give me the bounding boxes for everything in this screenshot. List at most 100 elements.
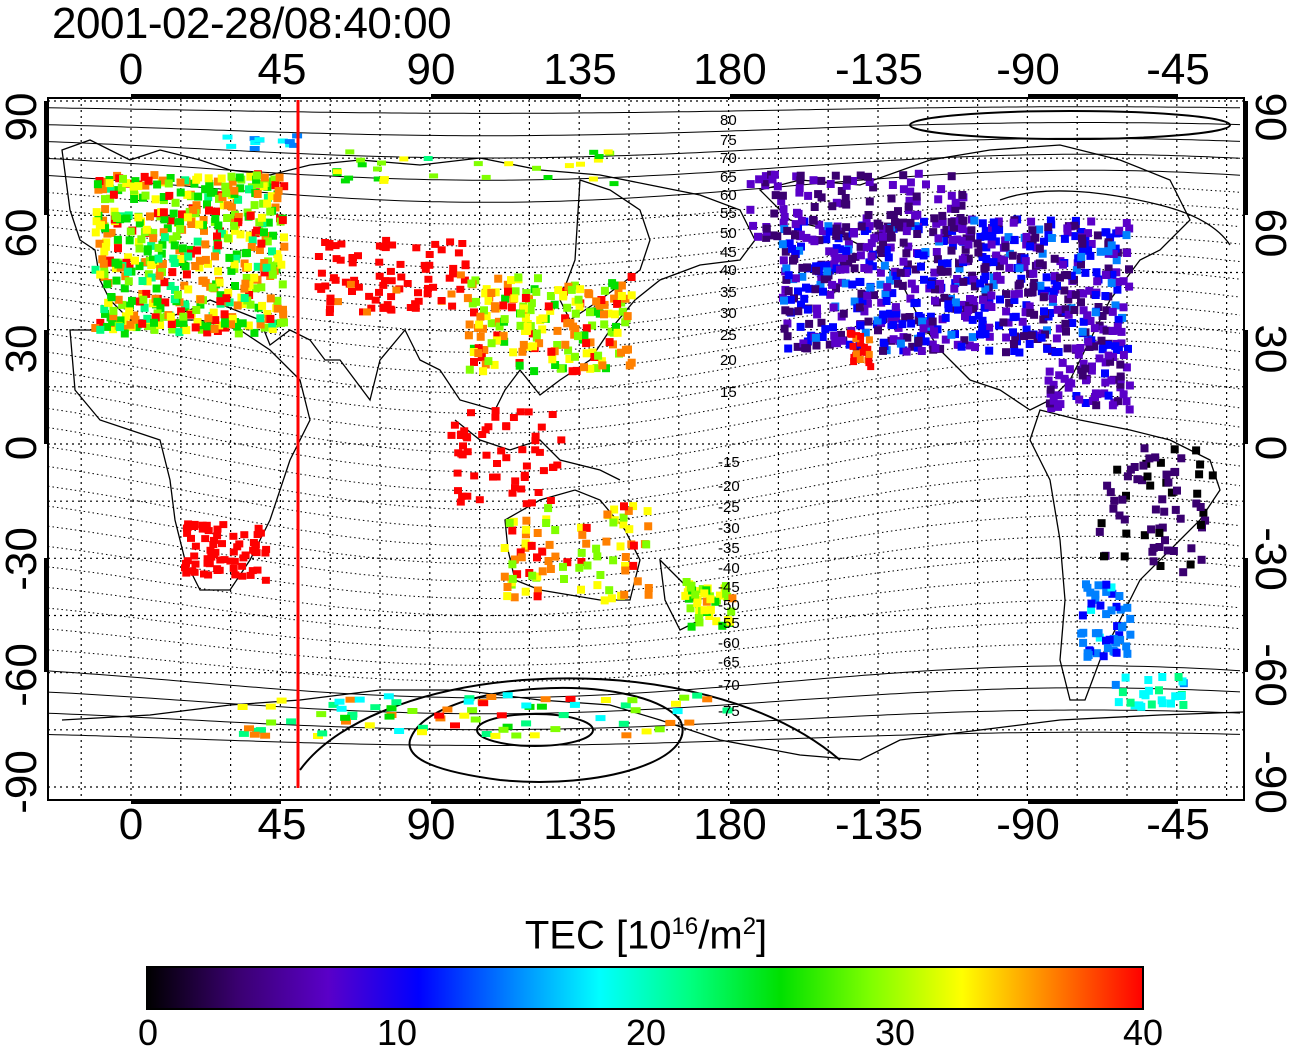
tec-cell [565,695,576,702]
tec-cell [1170,445,1179,454]
tec-cell [577,558,586,566]
tec-cell [746,205,755,214]
tec-cell [964,254,973,263]
tec-cell [220,310,229,319]
tec-cell [1104,391,1113,400]
tec-cell [241,279,250,288]
tec-cell [762,233,771,242]
tec-cell [1087,599,1096,608]
tec-cell [159,208,168,217]
tec-cell [507,276,515,285]
tec-cell [210,325,219,333]
tec-cell [1084,246,1093,255]
tec-cell [538,567,547,576]
tec-cell [1107,376,1116,385]
tec-cell [189,206,198,215]
tec-cell [99,216,108,225]
tec-cell [1090,342,1099,351]
tec-cell [588,348,597,357]
tec-cell [567,285,576,294]
tec-cell [128,296,136,305]
tec-cell [695,618,704,627]
tec-cell [920,217,928,226]
tec-cell [108,317,117,326]
tec-cell [551,552,560,561]
tec-cell [527,299,536,308]
tec-cell [159,228,168,237]
tec-cell [1170,468,1179,477]
tec-cell [246,571,255,579]
tec-cell [521,720,532,727]
tec-cell [679,694,690,701]
tec-cell [124,277,133,286]
tec-cell [229,564,238,572]
tec-cell [245,291,254,299]
tec-cell [519,340,528,349]
tec-cell [211,252,219,261]
tec-cell [493,331,502,340]
tec-cell [946,204,955,213]
tec-cell [498,726,509,733]
tec-cell [214,267,223,276]
tec-cell [641,728,652,735]
tec-cell [463,448,472,456]
tec-cell [245,281,254,290]
tec-cell [463,294,472,303]
tec-cell [473,161,483,167]
tec-cell [1029,269,1038,278]
tec-cell [1071,344,1080,353]
tec-cell [117,183,126,192]
tec-cell [481,731,492,737]
tec-cell [860,227,869,235]
tec-cell [1087,240,1096,248]
tec-cell [889,321,898,330]
tec-cell [860,264,869,272]
tec-cell [1109,353,1118,361]
tec-cell [456,432,465,439]
tec-cell [825,227,834,236]
tec-cell [1031,233,1040,242]
tec-cell [902,347,911,356]
tec-cell [143,314,152,323]
tec-cell [770,209,779,218]
contour-line [47,578,1241,633]
tec-cell [347,714,358,720]
tec-cell [170,241,179,250]
tec-cell [286,718,297,725]
tec-cell [255,218,264,227]
tec-cell [496,712,507,719]
tec-cell [538,314,547,323]
tec-cell [467,409,475,417]
tec-cell [1101,228,1110,237]
tec-cell [375,242,384,250]
tec-cell [815,220,824,229]
tec-cell [234,218,243,227]
tec-cell [938,211,947,220]
tec-cell [926,280,935,289]
tec-cell [817,318,826,327]
frame-tick [44,101,49,215]
tec-cell [574,295,583,304]
tec-cell [1116,605,1125,614]
tec-cell [447,431,456,439]
tec-cell [580,363,588,372]
tec-cell [746,180,755,189]
tec-cell [260,228,268,237]
tec-cell [551,361,560,369]
tec-cell [1114,698,1123,707]
tec-cell [880,342,889,350]
tec-cell [1114,397,1123,406]
tec-cell [508,489,517,497]
tec-cell [105,256,114,265]
tec-cell [852,350,860,358]
tec-cell [232,250,241,259]
tec-cell [154,243,163,252]
tec-cell [811,285,820,294]
tec-cell [618,720,629,727]
tec-cell [844,240,853,249]
tec-cell [491,407,500,415]
tec-cell [278,280,287,289]
tec-cell [904,242,913,251]
tec-cell [516,408,525,416]
colorbar-tick: 0 [137,1012,159,1053]
